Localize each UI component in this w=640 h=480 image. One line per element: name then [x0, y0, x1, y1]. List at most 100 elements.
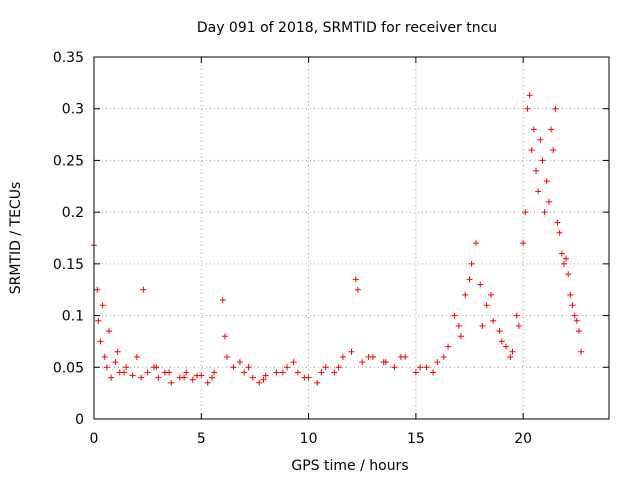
y-tick-label: 0.05	[53, 360, 84, 376]
data-point	[138, 374, 145, 381]
data-point	[249, 374, 256, 381]
data-point	[554, 219, 561, 226]
data-point	[301, 374, 308, 381]
data-point	[144, 369, 151, 376]
data-point	[541, 209, 548, 216]
data-point	[290, 359, 297, 366]
data-point	[571, 312, 578, 319]
grid	[94, 57, 609, 419]
data-point	[236, 359, 243, 366]
data-point	[322, 364, 329, 371]
data-point	[434, 359, 441, 366]
data-point	[445, 343, 452, 350]
data-point	[526, 92, 533, 99]
data-point	[462, 291, 469, 298]
data-point	[509, 348, 516, 355]
data-point	[563, 255, 570, 262]
data-point	[94, 286, 101, 293]
data-point	[129, 372, 136, 379]
data-point	[548, 126, 555, 133]
data-point	[183, 369, 190, 376]
data-point	[556, 229, 563, 236]
data-point	[382, 359, 389, 366]
data-point	[339, 353, 346, 360]
data-point	[155, 374, 162, 381]
data-point	[560, 260, 567, 267]
data-point	[520, 240, 527, 247]
data-point	[114, 348, 121, 355]
data-point	[423, 364, 430, 371]
data-point	[503, 343, 509, 350]
data-point	[273, 369, 280, 376]
data-point	[352, 276, 359, 283]
data-point	[451, 312, 458, 319]
data-point	[140, 286, 147, 293]
data-point	[567, 291, 574, 298]
plot-frame	[93, 56, 610, 420]
data-point	[466, 276, 473, 283]
data-point	[457, 333, 464, 340]
y-axis-label: SRMTID / TECUs	[8, 182, 24, 295]
data-point	[314, 379, 321, 386]
data-point	[483, 302, 490, 309]
data-point	[430, 369, 437, 376]
data-point	[123, 364, 130, 371]
data-points	[91, 92, 585, 386]
data-point	[224, 353, 231, 360]
data-point	[543, 178, 550, 185]
data-point	[181, 374, 188, 381]
data-point	[391, 364, 398, 371]
data-point	[95, 317, 102, 324]
y-tick-labels: 0 0.05 0.1 0.15 0.2 0.25 0.3 0.35	[53, 50, 84, 428]
y-tick-label: 0.35	[53, 50, 84, 66]
data-point	[108, 374, 115, 381]
x-tick-label: 10	[300, 431, 318, 447]
y-tick-label: 0.25	[53, 153, 84, 169]
x-tick-label: 15	[407, 431, 425, 447]
data-point	[440, 353, 447, 360]
data-point	[412, 369, 419, 376]
data-point	[565, 271, 572, 278]
data-point	[106, 328, 113, 335]
data-point	[575, 328, 582, 335]
data-point	[498, 338, 505, 345]
data-point	[153, 364, 160, 371]
data-point	[455, 322, 462, 329]
data-point	[189, 376, 196, 383]
data-point	[359, 359, 366, 366]
y-tick-label: 0	[75, 412, 84, 428]
data-point	[513, 312, 520, 319]
x-tick-label: 20	[514, 431, 532, 447]
data-point	[477, 281, 484, 288]
data-point	[397, 353, 404, 360]
data-point	[211, 369, 218, 376]
data-point	[99, 302, 106, 309]
data-point	[97, 338, 104, 345]
y-tick-label: 0.1	[62, 309, 84, 325]
data-point	[365, 353, 372, 360]
data-point	[530, 126, 537, 133]
data-point	[573, 317, 580, 324]
axis-ticks	[93, 56, 609, 420]
y-tick-label: 0.3	[62, 102, 84, 118]
data-point	[262, 372, 269, 379]
data-point	[209, 374, 216, 381]
data-point	[522, 209, 529, 216]
data-point	[468, 260, 475, 267]
data-point	[279, 369, 286, 376]
data-point	[528, 147, 535, 154]
data-point	[168, 379, 175, 386]
data-point	[487, 291, 494, 298]
data-point	[101, 353, 108, 360]
data-point	[230, 364, 237, 371]
chart-title: Day 091 of 2018, SRMTID for receiver tnc…	[197, 20, 497, 36]
y-tick-label: 0.2	[62, 205, 84, 221]
data-point	[507, 353, 514, 360]
data-point	[294, 369, 301, 376]
data-point	[490, 317, 497, 324]
data-point	[533, 167, 540, 174]
data-point	[348, 348, 355, 355]
data-point	[284, 364, 291, 371]
data-point	[221, 333, 228, 340]
data-point	[194, 372, 200, 379]
